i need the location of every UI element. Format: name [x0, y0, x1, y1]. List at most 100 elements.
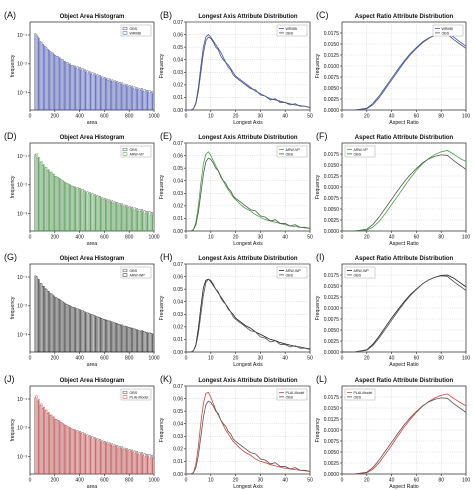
x-tick-label: 80	[438, 235, 444, 241]
x-tick-label: 0	[29, 356, 32, 362]
x-axis-label: Longest Axis	[233, 120, 263, 126]
x-tick-label: 60	[414, 114, 420, 120]
y-tick-label: 10⁻²	[17, 62, 27, 68]
bar	[149, 214, 152, 232]
chart-title: Aspect Ratio Attribute Distribution	[355, 14, 454, 20]
bar	[38, 399, 40, 475]
bar	[45, 47, 48, 111]
y-axis-label: frequency	[10, 54, 16, 77]
legend-label: WRMB	[442, 27, 454, 31]
panel-b: (B) Longest Axis Attribute Distribution 0 1…	[159, 10, 313, 126]
bar	[47, 169, 50, 232]
panel-label: (E)	[160, 131, 172, 141]
x-tick-label: 60	[414, 478, 420, 484]
y-tick-label: 10⁻²	[17, 304, 27, 310]
x-tick-label: 50	[307, 235, 313, 241]
bar	[55, 175, 58, 232]
y-axis-label: frequency	[10, 175, 16, 198]
bar	[124, 206, 127, 232]
x-tick-label: 0	[341, 235, 344, 241]
y-tick-label: 0.0025	[324, 97, 340, 103]
bar	[85, 71, 87, 111]
bar	[43, 406, 45, 475]
bar	[139, 211, 142, 232]
panel-a: (A) Object Area Histogram 10⁻¹ 10⁻² 10⁻³ 0 200…	[4, 10, 160, 126]
x-tick-label: 10	[208, 478, 214, 484]
bar	[35, 153, 38, 232]
bar	[82, 191, 85, 232]
legend-label: ARW-WP	[354, 269, 370, 273]
bar	[117, 83, 120, 111]
x-tick-label: 400	[75, 356, 84, 362]
y-tick-label: 10⁻³	[17, 211, 27, 217]
legend-swatch	[122, 273, 128, 277]
bar	[60, 179, 63, 232]
bar	[142, 455, 145, 475]
bar	[147, 333, 149, 353]
bar	[38, 279, 40, 353]
bar	[52, 295, 55, 353]
x-tick-label: 10	[208, 356, 214, 362]
bar	[139, 331, 142, 353]
y-tick-label: 0.0000	[324, 350, 340, 356]
legend-swatch	[122, 147, 128, 152]
y-tick-label: 0.0100	[324, 64, 340, 70]
bar	[38, 38, 40, 111]
series-line	[342, 150, 467, 232]
y-axis-label: Frequency	[315, 174, 321, 199]
bar	[102, 199, 105, 232]
x-tick-label: 40	[282, 114, 288, 120]
bar	[129, 327, 132, 353]
panel-label: (F)	[316, 131, 328, 141]
bar	[122, 85, 125, 111]
bar	[87, 313, 90, 353]
legend-swatch	[122, 390, 128, 395]
x-tick-label: 40	[282, 356, 288, 362]
bar	[139, 90, 142, 111]
legend-box	[276, 24, 308, 37]
panel-label: (A)	[4, 10, 16, 20]
bar	[127, 450, 130, 475]
bar	[34, 154, 37, 232]
x-axis-label: area	[87, 120, 97, 126]
y-axis-label: Frequency	[315, 295, 321, 320]
bar	[134, 329, 137, 353]
x-tick-label: 400	[75, 235, 84, 241]
x-tick-label: 20	[233, 356, 239, 362]
x-tick-label: 800	[125, 114, 134, 120]
bar	[112, 446, 115, 475]
x-tick-label: 100	[462, 356, 471, 362]
bar	[117, 324, 120, 353]
x-tick-label: 0	[29, 478, 32, 484]
legend-box	[344, 145, 376, 158]
bar	[144, 213, 147, 232]
bar	[34, 275, 37, 353]
y-tick-label: 0.0050	[324, 328, 340, 334]
bar	[35, 34, 38, 111]
legend-label: OBS	[442, 31, 450, 35]
legend-box	[344, 266, 376, 279]
x-tick-label: 0	[341, 356, 344, 362]
y-tick-label: 0.02	[173, 204, 183, 210]
legend-label: PLAI-Model	[130, 395, 149, 399]
legend-box	[276, 145, 308, 158]
bar	[77, 68, 80, 111]
y-tick-label: 0.0150	[324, 406, 340, 412]
x-tick-label: 20	[364, 114, 370, 120]
bar	[149, 457, 152, 475]
x-tick-label: 80	[438, 114, 444, 120]
y-tick-label: 0.0075	[324, 196, 340, 202]
bar	[105, 200, 107, 232]
bar	[34, 33, 37, 111]
bar	[92, 315, 95, 353]
bar	[139, 454, 142, 475]
bar	[77, 309, 80, 353]
y-tick-label: 0.06	[173, 396, 183, 402]
x-tick-label: 20	[233, 235, 239, 241]
x-tick-label: 800	[125, 356, 134, 362]
bar	[72, 186, 75, 232]
bar	[67, 64, 70, 111]
bar	[57, 420, 60, 475]
y-tick-label: 0.03	[173, 434, 183, 440]
bar	[134, 453, 137, 475]
